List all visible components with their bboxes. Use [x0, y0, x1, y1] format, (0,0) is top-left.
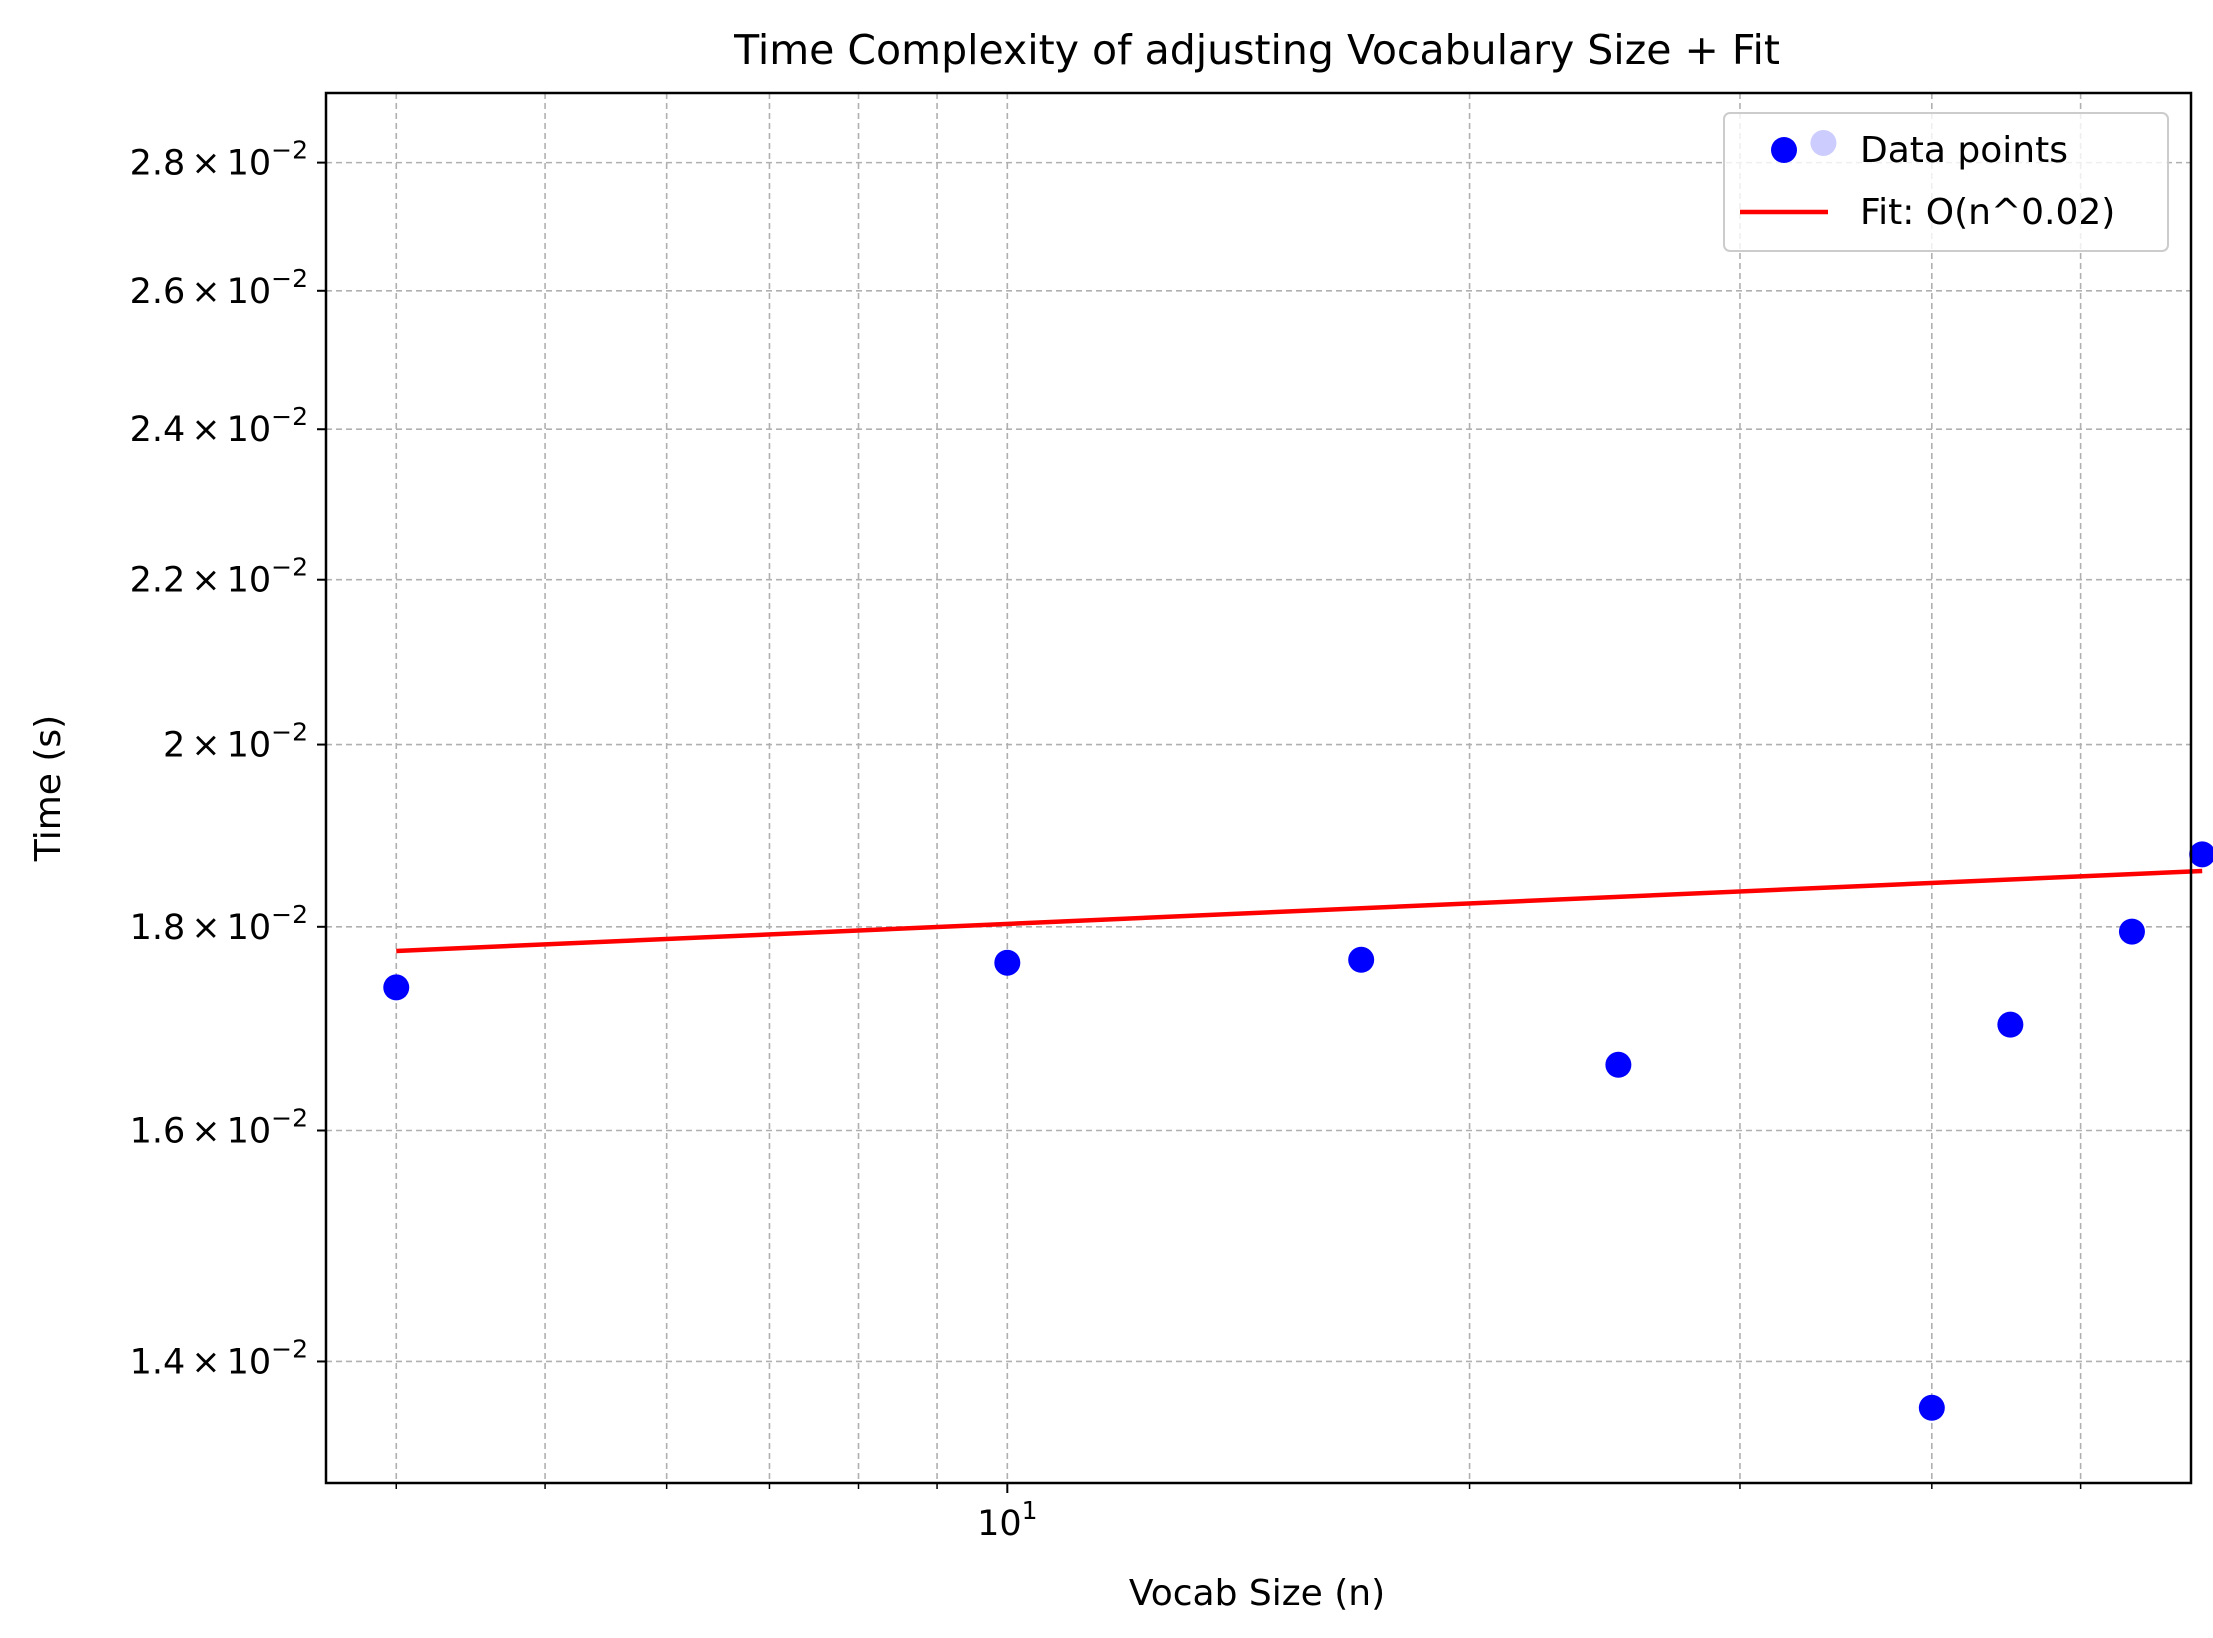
data-point — [2118, 918, 2145, 945]
legend-label-fit: Fit: O(n^0.02) — [1860, 192, 2115, 233]
grid — [326, 93, 2191, 1483]
legend-label-data-points: Data points — [1860, 130, 2068, 171]
data-point — [994, 949, 1021, 976]
legend-box — [1723, 112, 2169, 252]
y-tick-label: 2.4 × 10−2 — [130, 402, 308, 450]
y-tick-label: 2.2 × 10−2 — [130, 553, 308, 601]
fit-line — [396, 868, 2203, 954]
y-tick-label: 2.8 × 10−2 — [130, 136, 308, 184]
data-point — [1605, 1051, 1632, 1078]
data-point — [2189, 841, 2213, 868]
chart-title: Time Complexity of adjusting Vocabulary … — [733, 26, 1780, 74]
data-point — [1348, 946, 1375, 973]
legend: Data points Fit: O(n^0.02) — [1723, 112, 2169, 252]
data-point — [1918, 1394, 1945, 1421]
x-tick-label: 101 — [977, 1496, 1037, 1544]
y-tick-label: 2 × 10−2 — [163, 718, 308, 766]
data-point — [383, 974, 410, 1001]
plot-series — [383, 129, 2213, 1421]
plot-area-frame — [324, 91, 2193, 1485]
y-tick-label: 1.6 × 10−2 — [130, 1104, 308, 1152]
x-axis-label: Vocab Size (n) — [1129, 1573, 1385, 1614]
y-tick-label: 1.4 × 10−2 — [130, 1334, 308, 1382]
legend-marker-data-points — [1771, 137, 1797, 163]
y-tick-label: 1.8 × 10−2 — [130, 900, 308, 948]
y-axis-label: Time (s) — [28, 715, 69, 862]
x-axis-ticks: 101 — [395, 1483, 2082, 1544]
y-tick-label: 2.6 × 10−2 — [130, 264, 308, 312]
data-point — [1997, 1011, 2024, 1038]
y-axis-ticks: 1.4 × 10−2 1.6 × 10−2 1.8 × 10−2 2 × 10−2 2.2 × 10−2 2.… — [130, 136, 326, 1382]
